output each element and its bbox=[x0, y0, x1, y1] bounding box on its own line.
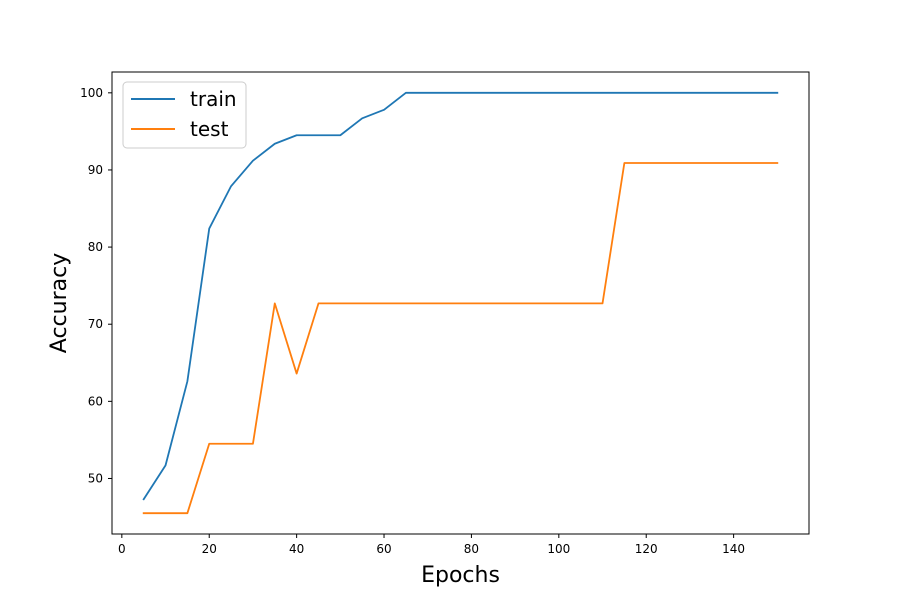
x-tick-label: 20 bbox=[202, 542, 217, 556]
y-tick-label: 100 bbox=[80, 86, 103, 100]
series-line-train bbox=[142, 91, 779, 501]
legend-label-train: train bbox=[190, 87, 237, 111]
series-layer bbox=[142, 91, 779, 515]
legend-label-test: test bbox=[190, 117, 229, 141]
series-line-test bbox=[142, 162, 779, 515]
x-tick-label: 60 bbox=[376, 542, 391, 556]
y-axis-title: Accuracy bbox=[47, 253, 72, 353]
x-tick-label: 0 bbox=[118, 542, 126, 556]
x-axis-ticks: 0 20 40 60 80 100 120 140 bbox=[118, 534, 745, 556]
legend: train test bbox=[122, 81, 247, 149]
y-tick-label: 50 bbox=[88, 471, 103, 485]
plot-area bbox=[111, 71, 810, 535]
y-tick-label: 70 bbox=[88, 317, 103, 331]
x-tick-label: 100 bbox=[547, 542, 570, 556]
y-axis-ticks: 50 60 70 80 90 100 bbox=[80, 86, 112, 485]
x-tick-label: 40 bbox=[289, 542, 304, 556]
x-axis-title: Epochs bbox=[421, 563, 500, 588]
plot-frame bbox=[111, 71, 810, 535]
y-tick-label: 60 bbox=[88, 394, 103, 408]
y-tick-label: 90 bbox=[88, 163, 103, 177]
x-tick-label: 80 bbox=[464, 542, 479, 556]
x-tick-label: 120 bbox=[635, 542, 658, 556]
x-tick-label: 140 bbox=[722, 542, 745, 556]
y-tick-label: 80 bbox=[88, 240, 103, 254]
